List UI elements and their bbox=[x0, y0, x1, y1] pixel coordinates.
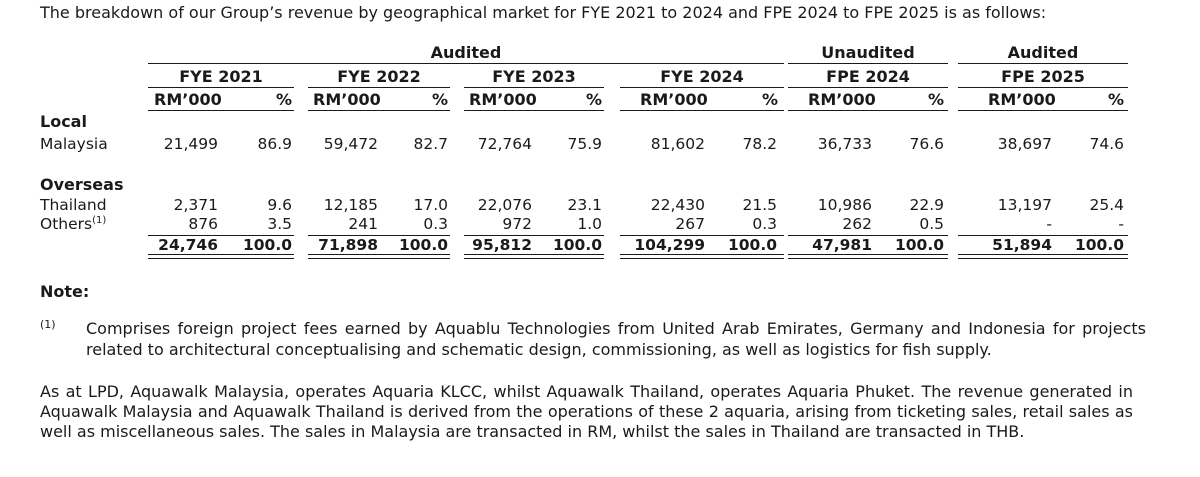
value-cell: 72,764 bbox=[477, 135, 532, 153]
group-header-audited: Audited bbox=[430, 43, 502, 62]
value-cell: - bbox=[1046, 215, 1052, 233]
unit-header-pct: % bbox=[927, 90, 944, 109]
total-cell: 95,812 bbox=[472, 236, 532, 254]
total-cell: 100.0 bbox=[552, 236, 602, 254]
value-cell: 75.9 bbox=[567, 135, 602, 153]
unit-header-pct: % bbox=[761, 90, 778, 109]
value-cell: 22.9 bbox=[909, 196, 944, 214]
value-cell: 3.5 bbox=[267, 215, 292, 233]
value-cell: - bbox=[1118, 215, 1124, 233]
value-cell: 81,602 bbox=[650, 135, 705, 153]
unit-header-pct: % bbox=[275, 90, 292, 109]
period-header: FYE 2024 bbox=[660, 67, 744, 86]
value-cell: 25.4 bbox=[1089, 196, 1124, 214]
period-header: FYE 2022 bbox=[337, 67, 421, 86]
value-cell: 12,185 bbox=[323, 196, 378, 214]
value-cell: 972 bbox=[502, 215, 532, 233]
value-cell: 876 bbox=[188, 215, 218, 233]
footnote-mark: (1) bbox=[40, 318, 56, 331]
revenue-table: Audited Unaudited Audited FYE 2021 FYE 2… bbox=[40, 43, 1128, 259]
value-cell: 0.3 bbox=[752, 215, 777, 233]
period-header: FPE 2025 bbox=[1001, 67, 1085, 86]
period-header: FYE 2021 bbox=[179, 67, 263, 86]
value-cell: 21.5 bbox=[742, 196, 777, 214]
value-cell: 17.0 bbox=[413, 196, 448, 214]
total-cell: 100.0 bbox=[242, 236, 292, 254]
section-title-local: Local bbox=[40, 112, 87, 131]
row-label-others-text: Others bbox=[40, 215, 93, 233]
value-cell: 241 bbox=[348, 215, 378, 233]
value-cell: 1.0 bbox=[577, 215, 602, 233]
total-cell: 104,299 bbox=[634, 236, 705, 254]
value-cell: 0.5 bbox=[919, 215, 944, 233]
unit-header-pct: % bbox=[1107, 90, 1124, 109]
value-cell: 86.9 bbox=[257, 135, 292, 153]
period-header: FYE 2023 bbox=[492, 67, 576, 86]
row-label-malaysia: Malaysia bbox=[40, 135, 108, 153]
intro-text: The breakdown of our Group’s revenue by … bbox=[40, 3, 1047, 22]
unit-header-rm: RM’000 bbox=[640, 90, 708, 109]
unit-header-rm: RM’000 bbox=[313, 90, 381, 109]
total-cell: 100.0 bbox=[398, 236, 448, 254]
value-cell: 267 bbox=[675, 215, 705, 233]
total-cell: 47,981 bbox=[812, 236, 872, 254]
total-cell: 71,898 bbox=[318, 236, 378, 254]
unit-header-pct: % bbox=[585, 90, 602, 109]
period-header: FPE 2024 bbox=[826, 67, 910, 86]
unit-header-rm: RM’000 bbox=[808, 90, 876, 109]
unit-header-rm: RM’000 bbox=[154, 90, 222, 109]
unit-header-pct: % bbox=[431, 90, 448, 109]
value-cell: 36,733 bbox=[817, 135, 872, 153]
total-cell: 51,894 bbox=[992, 236, 1052, 254]
footnote-text: Comprises foreign project fees earned by… bbox=[86, 319, 1146, 359]
value-cell: 38,697 bbox=[997, 135, 1052, 153]
section-title-overseas: Overseas bbox=[40, 175, 124, 194]
note-title: Note: bbox=[40, 282, 90, 301]
value-cell: 2,371 bbox=[173, 196, 218, 214]
value-cell: 9.6 bbox=[267, 196, 292, 214]
value-cell: 78.2 bbox=[742, 135, 777, 153]
explanatory-paragraph: As at LPD, Aquawalk Malaysia, operates A… bbox=[40, 382, 1133, 441]
value-cell: 10,986 bbox=[817, 196, 872, 214]
total-cell: 100.0 bbox=[1074, 236, 1124, 254]
unit-header-rm: RM’000 bbox=[988, 90, 1056, 109]
value-cell: 59,472 bbox=[323, 135, 378, 153]
value-cell: 76.6 bbox=[909, 135, 944, 153]
value-cell: 22,430 bbox=[650, 196, 705, 214]
value-cell: 21,499 bbox=[163, 135, 218, 153]
value-cell: 0.3 bbox=[423, 215, 448, 233]
value-cell: 262 bbox=[842, 215, 872, 233]
row-label-others: Others(1) bbox=[40, 215, 106, 233]
value-cell: 22,076 bbox=[477, 196, 532, 214]
unit-header-rm: RM’000 bbox=[469, 90, 537, 109]
group-header-unaudited: Unaudited bbox=[821, 43, 915, 62]
footnote-ref: (1) bbox=[92, 215, 107, 226]
value-cell: 82.7 bbox=[413, 135, 448, 153]
total-cell: 100.0 bbox=[727, 236, 777, 254]
row-label-thailand: Thailand bbox=[40, 196, 107, 214]
total-cell: 24,746 bbox=[158, 236, 218, 254]
total-cell: 100.0 bbox=[894, 236, 944, 254]
group-header-audited-fpe: Audited bbox=[1007, 43, 1079, 62]
value-cell: 74.6 bbox=[1089, 135, 1124, 153]
value-cell: 23.1 bbox=[567, 196, 602, 214]
value-cell: 13,197 bbox=[997, 196, 1052, 214]
